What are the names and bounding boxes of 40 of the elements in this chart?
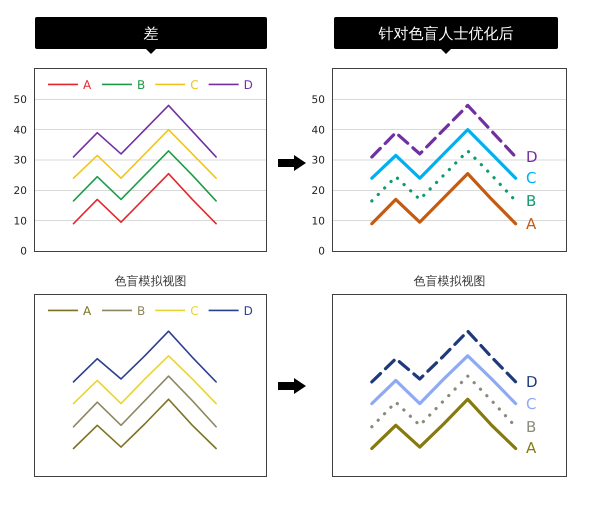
legend-label: D — [244, 304, 253, 318]
series-label: B — [526, 418, 536, 436]
series-label: A — [526, 215, 537, 233]
chart-title: 色盲模拟视图 — [114, 274, 186, 288]
legend-label: A — [83, 304, 92, 318]
y-tick-label: 10 — [14, 215, 27, 228]
line-series — [72, 172, 217, 224]
y-tick-label: 20 — [312, 185, 325, 198]
chart-title: 针对色盲人士优化后 — [378, 24, 514, 42]
line-series — [370, 104, 518, 159]
y-tick-label: 40 — [14, 124, 27, 136]
legend-label: A — [83, 78, 92, 92]
series-label: C — [526, 395, 536, 413]
y-tick-label: 0 — [318, 246, 325, 258]
line-series — [370, 149, 518, 203]
legend-label: C — [190, 304, 199, 318]
line-series — [72, 150, 217, 202]
y-tick-label: 30 — [312, 154, 325, 167]
chart-title: 差 — [144, 24, 158, 42]
y-tick-label: 20 — [14, 185, 27, 198]
chart-title: 色盲模拟视图 — [414, 274, 486, 288]
series-label: D — [526, 148, 538, 166]
legend-label: C — [190, 78, 199, 92]
y-tick-label: 50 — [14, 94, 27, 106]
y-tick-label: 50 — [312, 94, 325, 106]
line-series — [72, 128, 217, 179]
legend-label: B — [137, 304, 146, 318]
series-label: D — [526, 373, 538, 391]
series-label: B — [526, 192, 536, 210]
series-label: A — [526, 439, 537, 457]
legend-label: D — [244, 78, 253, 92]
y-tick-label: 30 — [14, 154, 27, 167]
y-tick-label: 0 — [20, 246, 27, 258]
line-series — [72, 104, 217, 158]
y-tick-label: 10 — [312, 215, 325, 228]
line-series — [370, 128, 518, 180]
y-tick-label: 40 — [312, 124, 325, 136]
legend-label: B — [137, 78, 146, 92]
series-label: C — [526, 169, 536, 187]
line-series — [370, 172, 518, 226]
